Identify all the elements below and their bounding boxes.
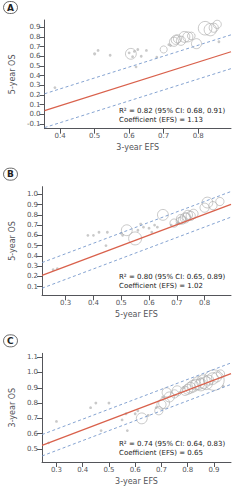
svg-text:0.8: 0.8 bbox=[182, 466, 193, 474]
svg-text:3-year EFS: 3-year EFS bbox=[115, 477, 158, 486]
svg-text:0.7: 0.7 bbox=[171, 299, 182, 307]
svg-text:0.9: 0.9 bbox=[27, 384, 38, 392]
svg-text:R² = 0.80 (95% CI: 0.65, 0.89): R² = 0.80 (95% CI: 0.65, 0.89) bbox=[119, 273, 225, 281]
svg-text:0.3: 0.3 bbox=[60, 299, 71, 307]
svg-text:0.5: 0.5 bbox=[27, 445, 38, 453]
svg-text:0.8: 0.8 bbox=[29, 33, 40, 41]
svg-text:3-year OS: 3-year OS bbox=[8, 388, 17, 428]
svg-text:0.7: 0.7 bbox=[156, 466, 167, 474]
svg-text:0.7: 0.7 bbox=[27, 221, 38, 229]
svg-text:0.3: 0.3 bbox=[27, 262, 38, 270]
svg-text:0.8: 0.8 bbox=[199, 299, 210, 307]
svg-text:0.9: 0.9 bbox=[27, 201, 38, 209]
svg-text:0.5: 0.5 bbox=[103, 466, 114, 474]
svg-text:0.4: 0.4 bbox=[27, 252, 39, 260]
svg-text:Coefficient (EFS) = 1.02: Coefficient (EFS) = 1.02 bbox=[119, 282, 203, 290]
svg-text:0.4: 0.4 bbox=[29, 72, 41, 80]
svg-text:A: A bbox=[7, 3, 14, 13]
svg-text:1.1: 1.1 bbox=[27, 353, 38, 361]
svg-text:0.5: 0.5 bbox=[89, 132, 100, 140]
svg-text:1.0: 1.0 bbox=[27, 368, 38, 376]
svg-text:0.6: 0.6 bbox=[27, 430, 39, 438]
svg-text:0.1: 0.1 bbox=[29, 101, 40, 109]
svg-text:3-year EFS: 3-year EFS bbox=[116, 143, 159, 152]
svg-text:0.9: 0.9 bbox=[208, 466, 219, 474]
svg-text:0.6: 0.6 bbox=[124, 132, 136, 140]
svg-text:0.1: 0.1 bbox=[27, 283, 38, 291]
svg-text:0.6: 0.6 bbox=[27, 231, 39, 239]
svg-text:0.2: 0.2 bbox=[29, 91, 40, 99]
svg-text:0.4: 0.4 bbox=[55, 132, 67, 140]
svg-text:0.8: 0.8 bbox=[27, 399, 38, 407]
svg-text:Coefficient (EFS) = 0.65: Coefficient (EFS) = 0.65 bbox=[119, 449, 203, 457]
svg-text:0.4: 0.4 bbox=[77, 466, 89, 474]
svg-text:0.5: 0.5 bbox=[27, 242, 38, 250]
svg-text:0.7: 0.7 bbox=[27, 414, 38, 422]
svg-text:1.0: 1.0 bbox=[27, 190, 38, 198]
svg-text:R² = 0.74 (95% CI: 0.64, 0.83): R² = 0.74 (95% CI: 0.64, 0.83) bbox=[119, 440, 225, 448]
svg-text:R² = 0.82 (95% CI: 0.68, 0.91): R² = 0.82 (95% CI: 0.68, 0.91) bbox=[119, 107, 225, 115]
svg-text:0.7: 0.7 bbox=[158, 132, 169, 140]
svg-text:0.3: 0.3 bbox=[29, 81, 40, 89]
svg-text:0.4: 0.4 bbox=[88, 299, 100, 307]
svg-text:Coefficient (EFS) = 1.13: Coefficient (EFS) = 1.13 bbox=[119, 116, 203, 124]
svg-text:0.5: 0.5 bbox=[29, 62, 40, 70]
svg-text:0.6: 0.6 bbox=[29, 52, 41, 60]
svg-text:0.8: 0.8 bbox=[193, 132, 204, 140]
svg-text:5-year OS: 5-year OS bbox=[8, 55, 17, 95]
svg-text:B: B bbox=[7, 169, 14, 179]
svg-text:C: C bbox=[7, 336, 14, 346]
svg-text:5-year EFS: 5-year EFS bbox=[115, 310, 158, 319]
svg-text:-0.1: -0.1 bbox=[27, 120, 41, 128]
svg-text:0.2: 0.2 bbox=[27, 272, 38, 280]
svg-text:0.6: 0.6 bbox=[130, 466, 142, 474]
svg-text:0.6: 0.6 bbox=[143, 299, 155, 307]
svg-text:5-year OS: 5-year OS bbox=[8, 221, 17, 261]
svg-text:0.3: 0.3 bbox=[51, 466, 62, 474]
svg-text:0.9: 0.9 bbox=[29, 23, 40, 31]
svg-text:0.5: 0.5 bbox=[116, 299, 127, 307]
svg-text:0.7: 0.7 bbox=[29, 43, 40, 51]
svg-text:0.0: 0.0 bbox=[29, 110, 40, 118]
svg-text:0.8: 0.8 bbox=[27, 211, 38, 219]
